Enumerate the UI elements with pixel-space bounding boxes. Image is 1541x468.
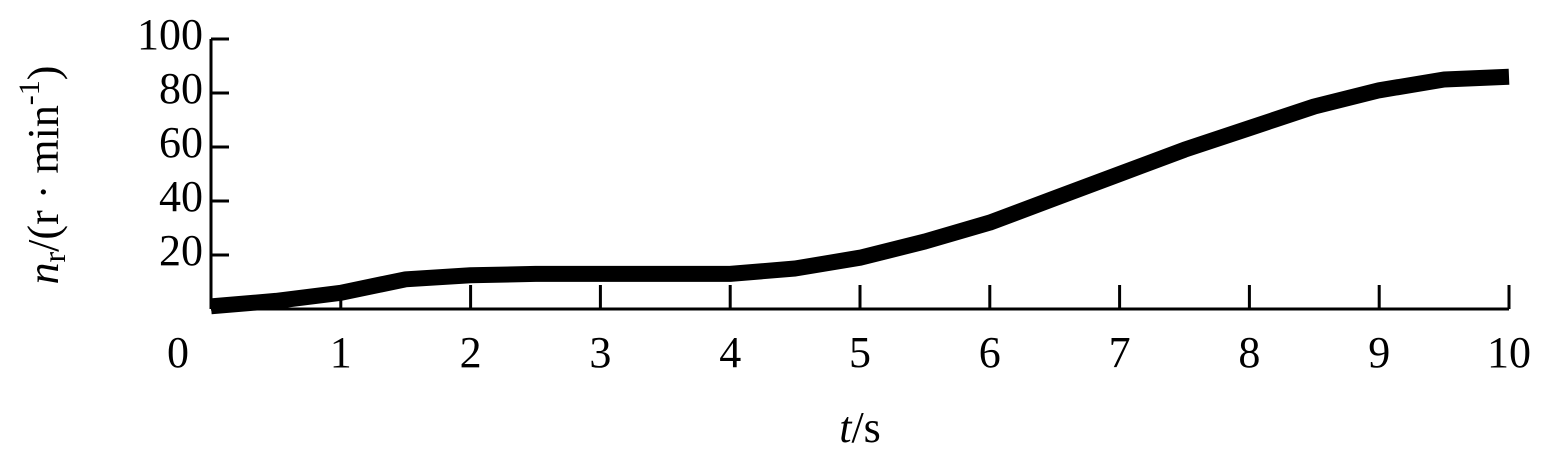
x-tick-label: 4 [719, 328, 741, 377]
x-tick-label: 8 [1238, 328, 1260, 377]
y-label: nr/(r · min-1) [13, 66, 72, 285]
x-label-unit: /s [851, 403, 880, 452]
x-tick-label: 9 [1368, 328, 1390, 377]
x-tick-label: 7 [1109, 328, 1131, 377]
y-label-subscript: r [36, 251, 72, 262]
y-tick-label: 60 [159, 118, 203, 167]
x-tick-label: 5 [849, 328, 871, 377]
x-label: t/s [839, 403, 881, 452]
x-tick-label: 6 [979, 328, 1001, 377]
y-axis-label: nr/(r · min-1) [13, 66, 72, 285]
line-series [210, 68, 1510, 315]
y-tick-label: 80 [159, 64, 203, 113]
x-tick-label: 0 [167, 328, 189, 377]
y-label-symbol: n [19, 262, 68, 284]
y-label-exponent: -1 [13, 80, 46, 105]
y-label-close: ) [19, 66, 68, 81]
x-tick-label: 3 [589, 328, 611, 377]
x-tick-label: 1 [330, 328, 352, 377]
y-tick-label: 20 [159, 226, 203, 275]
y-tick-label: 40 [159, 172, 203, 221]
y-tick-label: 100 [137, 10, 203, 59]
y-label-unit: /(r · min [19, 105, 68, 252]
x-tick-label: 2 [460, 328, 482, 377]
x-tick-label: 10 [1487, 328, 1531, 377]
x-label-symbol: t [839, 403, 853, 452]
